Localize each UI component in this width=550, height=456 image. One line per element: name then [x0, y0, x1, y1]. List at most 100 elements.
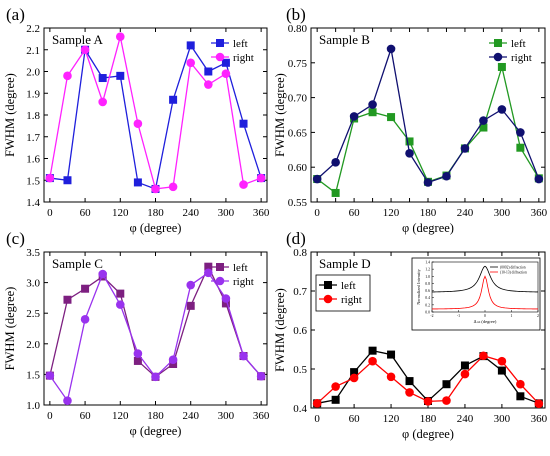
data-point-left — [186, 41, 195, 50]
y-axis-label: FWHM (degree) — [3, 287, 17, 371]
inset-x-tick-label: 2 — [537, 314, 539, 318]
data-point-right — [497, 356, 507, 366]
data-point-right — [368, 356, 377, 366]
chart-title: Sample A — [52, 32, 104, 47]
legend-label: right — [233, 276, 254, 288]
data-point-left — [169, 95, 178, 104]
x-axis-label: φ (degree) — [402, 427, 454, 441]
data-point-right — [204, 80, 213, 89]
data-point-left — [460, 361, 469, 370]
y-tick-label: 0.60 — [288, 162, 308, 174]
y-tick-label: 0.4 — [293, 403, 307, 415]
legend-label: left — [341, 280, 356, 292]
data-point-left — [497, 366, 506, 375]
y-tick-label: 1.5 — [26, 369, 40, 381]
data-point-right — [442, 396, 451, 405]
data-point-left — [516, 392, 525, 401]
data-point-right — [460, 369, 470, 379]
inset-x-tick-label: 0 — [484, 314, 486, 318]
data-point-left — [368, 346, 377, 355]
x-tick-label: 240 — [457, 413, 474, 425]
data-point-left — [63, 176, 72, 185]
data-point-right — [423, 397, 433, 406]
data-point-right — [115, 32, 125, 41]
x-tick-label: 180 — [420, 207, 437, 219]
x-tick-label: 360 — [531, 207, 548, 219]
inset-series-line — [431, 275, 539, 310]
data-point-right — [534, 399, 544, 409]
inset-legend-label: (0002) diffraction — [500, 265, 526, 269]
x-tick-label: 180 — [420, 413, 437, 425]
data-point-left — [387, 113, 396, 122]
data-point-right — [479, 116, 488, 125]
legend-label: right — [511, 52, 532, 64]
y-tick-label: 1.6 — [26, 154, 40, 166]
data-point-left — [204, 262, 213, 271]
y-tick-label: 1.4 — [26, 197, 40, 209]
x-tick-label: 360 — [531, 413, 548, 425]
data-point-left — [221, 58, 230, 67]
x-axis-label: φ (degree) — [402, 221, 454, 235]
data-point-right — [479, 351, 488, 361]
x-tick-label: 360 — [253, 207, 270, 219]
data-point-right — [405, 148, 414, 158]
data-point-right — [168, 355, 178, 365]
chart-title: Sample B — [319, 32, 370, 47]
data-point-right — [239, 180, 248, 189]
data-point-right — [442, 171, 451, 181]
data-point-right — [186, 58, 196, 68]
x-tick-label: 60 — [349, 413, 361, 425]
data-point-right — [63, 71, 72, 81]
data-point-left — [479, 123, 488, 132]
y-tick-label: 0.70 — [288, 93, 308, 105]
data-point-left — [204, 67, 213, 76]
x-axis-label: φ (degree) — [130, 424, 182, 438]
inset-y-axis-label: Normalized Intensity — [416, 268, 421, 304]
x-tick-label: 300 — [218, 207, 235, 219]
x-tick-label: 240 — [182, 410, 199, 422]
legend-swatch-circle — [215, 52, 225, 62]
panel-label: (a) — [6, 5, 25, 24]
x-tick-label: 60 — [349, 207, 361, 219]
x-tick-label: 120 — [112, 207, 129, 219]
x-tick-label: 0 — [314, 207, 320, 219]
data-point-left — [133, 178, 142, 187]
chart-title: Sample D — [319, 256, 371, 271]
legend-swatch-square — [494, 39, 502, 47]
inset-y-tick-label: 0.8 — [425, 282, 430, 286]
data-point-left — [81, 284, 90, 293]
inset-y-tick-label: 0.0 — [425, 311, 430, 315]
inset-y-tick-label: 1.4 — [425, 261, 430, 265]
inset-legend-label: (10-13) diffraction — [500, 270, 527, 274]
data-point-right — [312, 174, 322, 184]
data-point-right — [497, 105, 507, 114]
inset-plot: 0.0 0.2 0.4 0.6 0.8 1.0 1.2 1.4 -2 -1 0 1 2 Δ ω (degr… — [411, 257, 541, 331]
data-point-right — [45, 173, 55, 183]
legend-label: left — [233, 38, 248, 50]
legend-swatch-square — [216, 263, 224, 271]
y-tick-label: 0.75 — [288, 58, 308, 70]
y-tick-label: 1.9 — [26, 88, 40, 100]
panel-label: (d) — [286, 229, 306, 248]
data-point-left — [442, 380, 451, 389]
legend-label: right — [341, 294, 362, 306]
y-tick-label: 1.7 — [26, 132, 40, 144]
data-point-left — [405, 377, 414, 386]
data-point-right — [349, 112, 359, 121]
data-point-right — [534, 174, 544, 184]
inset-series-line — [431, 265, 539, 293]
x-tick-label: 240 — [457, 207, 474, 219]
x-tick-label: 60 — [80, 207, 92, 219]
data-point-right — [221, 69, 231, 78]
y-tick-label: 3.5 — [26, 247, 40, 259]
data-point-right — [168, 182, 178, 192]
y-tick-label: 0.5 — [293, 364, 307, 376]
data-point-right — [516, 128, 525, 137]
y-tick-label: 0.80 — [288, 23, 308, 35]
data-point-right — [151, 184, 160, 194]
data-point-right — [221, 294, 231, 303]
y-axis-label: FWHM (degree) — [3, 73, 17, 157]
y-axis-label: FWHM (degree) — [273, 288, 287, 372]
legend-swatch-square — [216, 39, 224, 47]
